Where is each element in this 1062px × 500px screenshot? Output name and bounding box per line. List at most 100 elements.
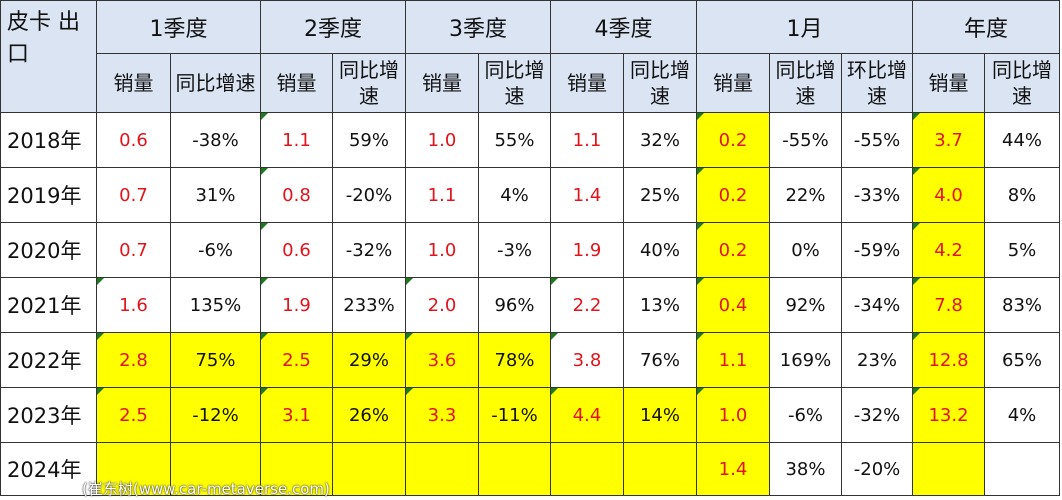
q1-sales-cell: 0.7: [96, 222, 171, 278]
jan-mom-cell: -33%: [840, 167, 914, 223]
header-q1-sales: 销量: [96, 53, 171, 113]
q1-yoy-cell: 75%: [170, 332, 261, 388]
q2-yoy-cell: -32%: [332, 222, 406, 278]
q1-yoy-cell: 135%: [170, 277, 261, 333]
table-row: 2022年 2.8 75% 2.5 29% 3.6 78% 3.8 76% 1.…: [0, 332, 1061, 388]
q1-sales-cell: 2.8: [96, 332, 171, 388]
header-jan-yoy: 同比增速: [769, 53, 842, 113]
year-cell: 2019年: [0, 167, 97, 223]
jan-mom-cell: -32%: [840, 387, 914, 443]
annual-sales-cell: [912, 442, 986, 496]
q3-sales-cell: 1.1: [405, 167, 479, 223]
q1-sales-cell: [96, 442, 171, 496]
jan-sales-cell: 0.2: [696, 222, 770, 278]
q1-yoy-cell: -12%: [170, 387, 261, 443]
q2-sales-cell: 1.1: [260, 112, 333, 168]
q2-sales-cell: 2.5: [260, 332, 333, 388]
jan-sales-cell: 0.4: [696, 277, 770, 333]
jan-mom-cell: -20%: [840, 442, 914, 496]
header-q3-sales: 销量: [405, 53, 479, 113]
year-cell: 2022年: [0, 332, 97, 388]
q1-yoy-cell: -6%: [170, 222, 261, 278]
q2-yoy-cell: 29%: [332, 332, 406, 388]
header-q1: 1季度: [96, 0, 261, 54]
year-cell: 2023年: [0, 387, 97, 443]
jan-mom-cell: 23%: [840, 332, 914, 388]
annual-sales-cell: 4.2: [912, 222, 986, 278]
annual-sales-cell: 4.0: [912, 167, 986, 223]
jan-yoy-cell: -6%: [769, 387, 842, 443]
annual-yoy-cell: 8%: [984, 167, 1061, 223]
annual-yoy-cell: 44%: [984, 112, 1061, 168]
q4-sales-cell: 4.4: [550, 387, 624, 443]
q4-sales-cell: 1.4: [550, 167, 624, 223]
header-row-1: 皮卡 出口 1季度 2季度 3季度 4季度 1月 年度: [0, 0, 1061, 113]
q2-yoy-cell: [332, 442, 406, 496]
jan-yoy-cell: 22%: [769, 167, 842, 223]
q2-yoy-cell: -20%: [332, 167, 406, 223]
year-cell: 2020年: [0, 222, 97, 278]
annual-yoy-cell: 5%: [984, 222, 1061, 278]
q2-yoy-cell: 59%: [332, 112, 406, 168]
header-row-2: 销量 同比增速 销量 同比增速 销量 同比增速 销量 同比增速 销量 同比增速 …: [1, 53, 1061, 113]
q1-sales-cell: 0.7: [96, 167, 171, 223]
header-annual-yoy: 同比增速: [984, 53, 1061, 113]
annual-yoy-cell: 65%: [984, 332, 1061, 388]
q2-sales-cell: 3.1: [260, 387, 333, 443]
table-row: 2021年 1.6 135% 1.9 233% 2.0 96% 2.2 13% …: [0, 277, 1061, 333]
q4-sales-cell: 1.1: [550, 112, 624, 168]
annual-yoy-cell: [984, 442, 1061, 496]
jan-yoy-cell: 169%: [769, 332, 842, 388]
table-row: 2019年 0.7 31% 0.8 -20% 1.1 4% 1.4 25% 0.…: [0, 167, 1061, 223]
header-q2-yoy: 同比增速: [332, 53, 406, 113]
header-q4: 4季度: [550, 0, 697, 54]
q4-yoy-cell: 32%: [623, 112, 697, 168]
jan-sales-cell: 0.2: [696, 112, 770, 168]
q3-sales-cell: 2.0: [405, 277, 479, 333]
q4-yoy-cell: 14%: [623, 387, 697, 443]
watermark: (崔东树(www.car-metaverse.com): [82, 480, 330, 498]
q2-yoy-cell: 233%: [332, 277, 406, 333]
q4-yoy-cell: 13%: [623, 277, 697, 333]
q3-sales-cell: 3.3: [405, 387, 479, 443]
q2-sales-cell: 0.6: [260, 222, 333, 278]
header-q3: 3季度: [405, 0, 551, 54]
q2-yoy-cell: 26%: [332, 387, 406, 443]
q4-sales-cell: 2.2: [550, 277, 624, 333]
header-annual: 年度: [912, 0, 1061, 54]
header-q4-yoy: 同比增速: [623, 53, 697, 113]
q3-sales-cell: [405, 442, 479, 496]
jan-sales-cell: 1.4: [696, 442, 770, 496]
jan-yoy-cell: 0%: [769, 222, 842, 278]
q3-sales-cell: 1.0: [405, 222, 479, 278]
annual-sales-cell: 7.8: [912, 277, 986, 333]
header-jan-sales: 销量: [696, 53, 770, 113]
jan-yoy-cell: 38%: [769, 442, 842, 496]
q4-yoy-cell: 76%: [623, 332, 697, 388]
corner-label: 皮卡 出口: [0, 0, 97, 113]
table-row: 2020年 0.7 -6% 0.6 -32% 1.0 -3% 1.9 40% 0…: [0, 222, 1061, 278]
year-cell: 2021年: [0, 277, 97, 333]
header-annual-sales: 销量: [912, 53, 986, 113]
q3-yoy-cell: 96%: [478, 277, 551, 333]
table-row: 2024年 1.4 38% -20%: [0, 442, 1061, 496]
q1-yoy-cell: 31%: [170, 167, 261, 223]
header-jan-mom: 环比增速: [840, 53, 914, 113]
q2-sales-cell: [260, 442, 333, 496]
q1-sales-cell: 2.5: [96, 387, 171, 443]
header-q1-yoy: 同比增速: [170, 53, 261, 113]
q4-yoy-cell: 25%: [623, 167, 697, 223]
header-jan: 1月: [695, 0, 914, 54]
year-cell: 2018年: [0, 112, 97, 168]
q3-yoy-cell: -3%: [478, 222, 551, 278]
q1-sales-cell: 1.6: [96, 277, 171, 333]
annual-sales-cell: 12.8: [912, 332, 986, 388]
q2-sales-cell: 1.9: [260, 277, 333, 333]
jan-yoy-cell: -55%: [769, 112, 842, 168]
q1-sales-cell: 0.6: [96, 112, 171, 168]
table-row: 2023年 2.5 -12% 3.1 26% 3.3 -11% 4.4 14% …: [0, 387, 1061, 443]
q3-sales-cell: 1.0: [405, 112, 479, 168]
q4-sales-cell: 1.9: [550, 222, 624, 278]
header-q2-sales: 销量: [260, 53, 333, 113]
q3-sales-cell: 3.6: [405, 332, 479, 388]
